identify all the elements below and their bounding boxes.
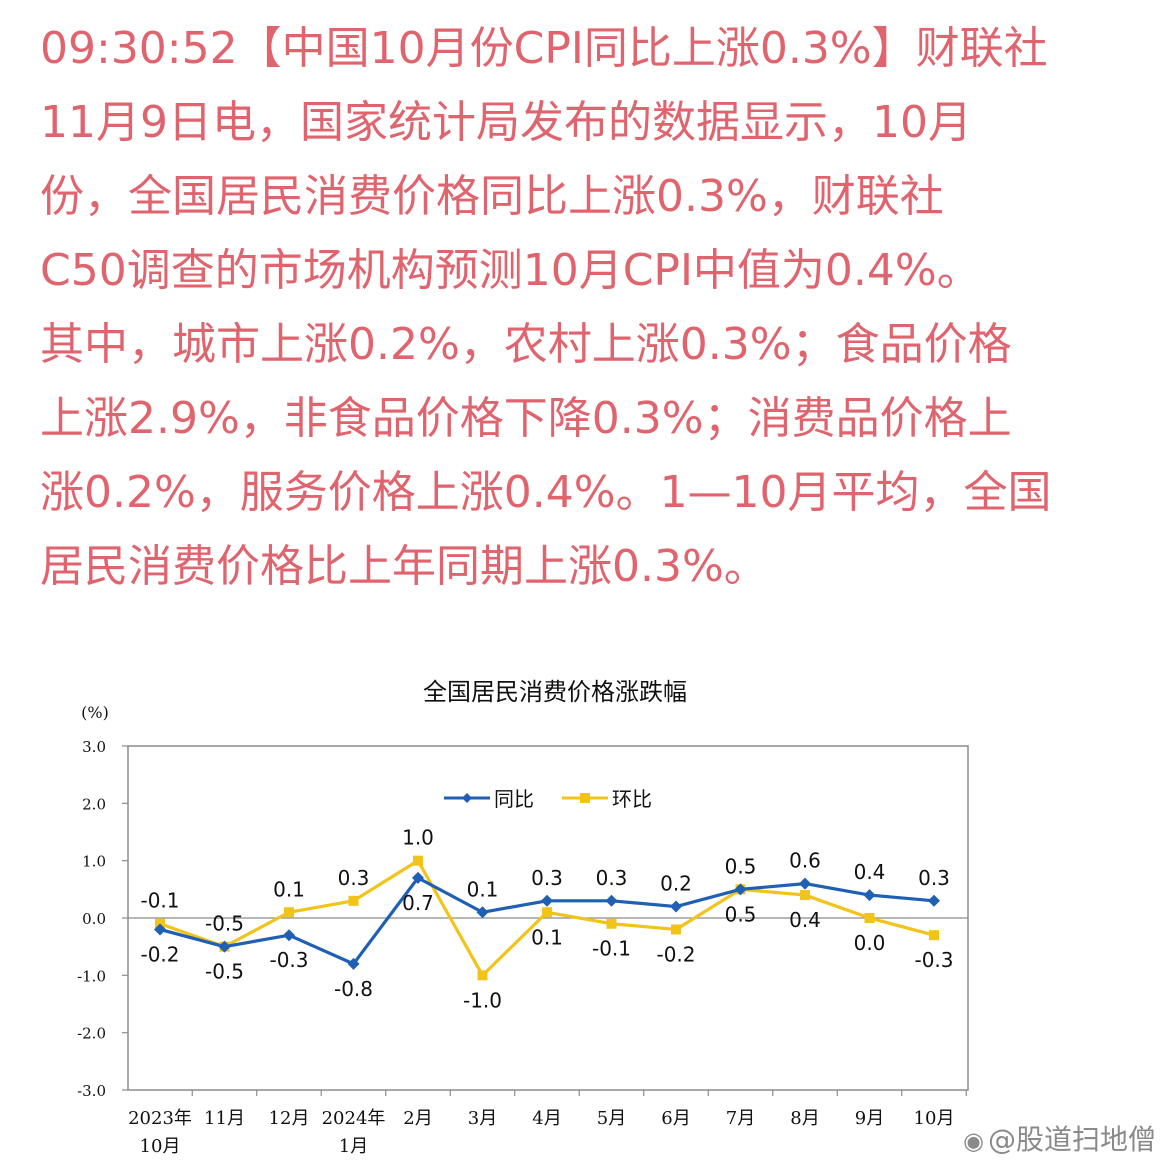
x-tick-label: 6月 — [661, 1108, 690, 1129]
y-tick-label: -1.0 — [77, 967, 106, 985]
news-article: 09:30:52【中国10月份CPI同比上涨0.3%】财联社 11月9日电，国家… — [40, 12, 1140, 604]
data-point-yoy — [541, 894, 553, 907]
data-point-yoy — [476, 906, 489, 919]
data-label-mom: -1.0 — [463, 988, 502, 1012]
y-tick-label: 0.0 — [82, 910, 106, 928]
data-point-mom — [864, 913, 875, 923]
data-label-mom: 0.1 — [531, 925, 563, 949]
data-label-mom: -0.5 — [205, 912, 244, 936]
legend-label: 同比 — [494, 787, 534, 811]
data-labels: -0.2 -0.5 -0.3 -0.8 0.7 0.1 0.3 0.3 0.2 0.5 0.6 0.4… — [140, 826, 953, 1013]
y-tick-label: -2.0 — [77, 1025, 106, 1043]
y-tick-label: 1.0 — [82, 853, 106, 871]
data-point-yoy — [283, 929, 295, 942]
data-label-yoy: -0.8 — [334, 977, 373, 1001]
data-point-yoy — [154, 923, 166, 936]
news-line: 居民消费价格比上年同期上涨0.3%。 — [40, 541, 768, 592]
data-label-yoy: 0.6 — [789, 849, 821, 873]
data-label-mom: 0.4 — [789, 908, 821, 932]
news-line: 涨0.2%，服务价格上涨0.4%。1—10月平均，全国 — [40, 467, 1052, 518]
news-line: 09:30:52【中国10月份CPI同比上涨0.3%】财联社 — [40, 23, 1048, 74]
data-point-yoy — [218, 940, 231, 953]
data-label-yoy: 0.3 — [918, 866, 950, 890]
x-tick-label: 8月 — [790, 1108, 819, 1129]
data-label-yoy: 0.1 — [467, 877, 499, 901]
cpi-line-chart: 全国居民消费价格涨跌幅 (%) 3.0 2.0 1.0 0.0 -1.0 -2.0 -3.0… — [77, 678, 969, 1157]
y-tick-label: 3.0 — [82, 738, 106, 756]
x-tick-label: 5月 — [597, 1108, 626, 1129]
data-label-yoy: -0.3 — [269, 948, 308, 972]
data-point-yoy — [670, 900, 682, 913]
y-axis-ticks: 3.0 2.0 1.0 0.0 -1.0 -2.0 -3.0 — [77, 738, 128, 1100]
news-line: C50调查的市场机构预测10月CPI中值为0.4%。 — [40, 245, 981, 296]
y-axis-unit: (%) — [81, 703, 109, 722]
legend-label: 环比 — [612, 787, 652, 811]
data-label-yoy: 0.3 — [531, 866, 563, 890]
watermark-text: @股道扫地僧 — [987, 1123, 1156, 1156]
weibo-icon: ◉ — [963, 1127, 984, 1155]
data-point-mom — [477, 970, 488, 981]
data-point-yoy — [928, 894, 940, 907]
data-label-yoy: -0.2 — [140, 942, 179, 966]
data-point-mom — [606, 918, 617, 929]
data-label-mom: 1.0 — [402, 826, 434, 850]
data-point-mom — [671, 924, 681, 935]
x-tick-label: 3月 — [468, 1108, 497, 1129]
watermark: ◉ @股道扫地僧 — [963, 1118, 1156, 1158]
y-tick-label: -3.0 — [77, 1082, 106, 1100]
chart-title: 全国居民消费价格涨跌幅 — [423, 678, 687, 706]
data-point-mom — [800, 890, 810, 901]
x-tick-label: 4月 — [532, 1108, 561, 1129]
data-label-mom: -0.1 — [140, 889, 179, 913]
data-label-mom: -0.2 — [656, 942, 695, 966]
news-line: 11月9日电，国家统计局发布的数据显示，10月 — [40, 97, 972, 148]
data-label-mom: 0.1 — [273, 877, 305, 901]
legend-marker — [580, 793, 590, 803]
data-point-mom — [929, 930, 939, 941]
data-point-mom — [542, 907, 552, 918]
data-point-yoy — [799, 877, 811, 890]
x-tick-label: 7月 — [726, 1108, 755, 1129]
data-label-mom: -0.3 — [914, 948, 953, 972]
news-line: 份，全国居民消费价格同比上涨0.3%，财联社 — [40, 171, 944, 222]
y-tick-label: 2.0 — [82, 795, 106, 813]
data-label-yoy: 0.2 — [660, 872, 692, 896]
data-point-yoy — [734, 883, 747, 896]
data-label-mom: -0.1 — [592, 937, 631, 961]
data-label-yoy: 0.3 — [596, 866, 628, 890]
x-axis-ticks: 2023年 10月 11月 12月 2024年 1月 2月 3月 4月 5月 6月 7月 8月 9月 10月 — [128, 1090, 967, 1157]
x-tick-label: 10月 — [140, 1136, 181, 1157]
data-label-yoy: 0.4 — [854, 860, 886, 884]
data-label-yoy: 0.5 — [725, 854, 757, 878]
data-label-yoy: -0.5 — [205, 960, 244, 984]
series-layer — [154, 855, 940, 981]
data-label-mom: 0.3 — [338, 866, 370, 890]
data-point-mom — [284, 907, 294, 918]
x-tick-label: 2024年 — [322, 1108, 386, 1129]
data-label-mom: 0.0 — [854, 931, 886, 955]
chart-legend: 同比 环比 — [444, 787, 652, 811]
x-tick-label: 10月 — [914, 1108, 955, 1129]
x-tick-label: 12月 — [269, 1108, 310, 1129]
data-point-mom — [348, 895, 359, 906]
data-point-yoy — [412, 871, 424, 884]
data-point-yoy — [347, 957, 360, 970]
x-tick-label: 1月 — [339, 1136, 368, 1157]
x-tick-label: 2023年 — [128, 1108, 192, 1129]
data-point-yoy — [863, 889, 876, 902]
x-tick-label: 11月 — [204, 1108, 245, 1129]
news-line: 上涨2.9%，非食品价格下降0.3%；消费品价格上 — [40, 393, 1012, 444]
x-tick-label: 2月 — [403, 1108, 432, 1129]
legend-marker — [462, 793, 472, 803]
data-point-yoy — [605, 894, 618, 907]
data-label-mom: 0.5 — [725, 902, 757, 926]
x-tick-label: 9月 — [855, 1108, 884, 1129]
news-line: 其中，城市上涨0.2%，农村上涨0.3%；食品价格 — [40, 319, 1012, 370]
data-point-mom — [413, 855, 423, 866]
data-label-yoy: 0.7 — [402, 891, 434, 915]
